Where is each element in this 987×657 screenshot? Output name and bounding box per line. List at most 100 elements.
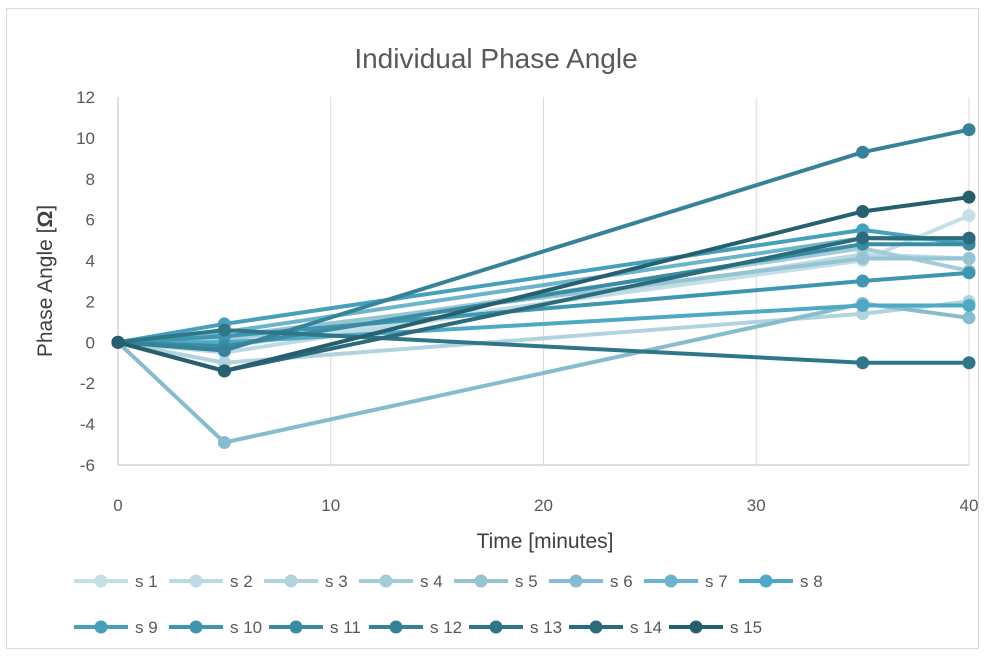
legend-swatch-marker (189, 620, 203, 634)
legend-swatch-marker (189, 574, 203, 588)
legend-item: s 10 (169, 618, 262, 637)
series-line (116, 303, 971, 345)
x-tick-label: 40 (960, 496, 979, 515)
data-point (217, 344, 231, 358)
legend-item: s 5 (454, 572, 538, 591)
data-point (962, 356, 976, 370)
legend-label: s 5 (515, 572, 538, 591)
legend-label: s 3 (325, 572, 348, 591)
legend-item: s 7 (644, 572, 728, 591)
legend-swatch-marker (759, 574, 773, 588)
data-point (856, 145, 870, 159)
data-point (962, 299, 976, 313)
legend-swatch-marker (474, 574, 488, 588)
legend-label: s 4 (420, 572, 443, 591)
legend-label: s 13 (530, 618, 562, 637)
legend: s 1 s 2 s 3 s 4 s 5 s 6 s 7 s 8 s 9 s 10 s 11 s 12 s… (74, 572, 823, 637)
x-axis-title: Time [minutes] (477, 530, 614, 553)
data-point (217, 364, 231, 378)
axes (117, 97, 969, 466)
legend-item: s 12 (369, 618, 462, 637)
y-tick-label: -2 (80, 374, 95, 393)
y-axis-title-prefix: Phase Angle [ (34, 227, 57, 357)
x-tick-label: 0 (113, 496, 122, 515)
legend-item: s 15 (669, 618, 762, 637)
x-tick-label: 10 (321, 496, 340, 515)
data-point (111, 335, 125, 349)
y-axis-title-suffix: ] (34, 205, 57, 211)
legend-label: s 15 (730, 618, 762, 637)
x-tick-label: 20 (534, 496, 553, 515)
y-axis-title: Phase Angle [Ω] (34, 205, 57, 357)
y-tick-label: 12 (76, 88, 95, 107)
legend-label: s 1 (135, 572, 158, 591)
series-line (116, 270, 971, 345)
legend-swatch-marker (389, 620, 403, 634)
series-line (116, 301, 971, 445)
y-tick-label: 6 (86, 211, 95, 230)
data-point (217, 436, 231, 450)
series-lines (111, 123, 976, 450)
legend-swatch-marker (94, 620, 108, 634)
legend-swatch-marker (289, 620, 303, 634)
data-point (962, 209, 976, 223)
legend-label: s 10 (230, 618, 262, 637)
y-axis-title-unit: Ω (34, 211, 57, 228)
legend-label: s 7 (705, 572, 728, 591)
legend-label: s 6 (610, 572, 633, 591)
legend-label: s 2 (230, 572, 253, 591)
legend-item: s 6 (549, 572, 633, 591)
y-tick-label: 4 (86, 252, 95, 271)
series-line (116, 127, 971, 353)
legend-label: s 11 (330, 618, 361, 637)
legend-swatch-marker (569, 574, 583, 588)
y-tick-label: -4 (80, 415, 95, 434)
y-tick-label: 2 (86, 292, 95, 311)
chart-title: Individual Phase Angle (354, 43, 637, 74)
legend-item: s 4 (359, 572, 443, 591)
legend-swatch-marker (589, 620, 603, 634)
y-tick-label: 0 (86, 333, 95, 352)
legend-item: s 1 (74, 572, 158, 591)
legend-item: s 8 (739, 572, 823, 591)
y-tick-label: 8 (86, 170, 95, 189)
legend-item: s 9 (74, 618, 158, 637)
legend-swatch-marker (489, 620, 503, 634)
data-point (856, 204, 870, 218)
x-tick-labels: 0 10 20 30 40 (113, 496, 978, 515)
series-15 (111, 190, 976, 378)
data-point (962, 190, 976, 204)
legend-swatch-marker (664, 574, 678, 588)
legend-label: s 8 (800, 572, 823, 591)
data-point (856, 356, 870, 370)
data-point (217, 323, 231, 337)
legend-label: s 9 (135, 618, 158, 637)
data-point (962, 123, 976, 137)
legend-label: s 14 (630, 618, 662, 637)
data-point (856, 231, 870, 245)
legend-swatch-marker (379, 574, 393, 588)
legend-swatch-marker (689, 620, 703, 634)
legend-item: s 11 (269, 618, 361, 637)
y-tick-label: -6 (80, 456, 95, 475)
legend-label: s 12 (430, 618, 462, 637)
legend-item: s 13 (469, 618, 562, 637)
legend-item: s 2 (169, 572, 253, 591)
legend-item: s 14 (569, 618, 662, 637)
series-line (116, 195, 971, 373)
series-line (116, 242, 971, 349)
data-point (962, 266, 976, 280)
series-line (116, 328, 971, 365)
x-tick-label: 30 (747, 496, 766, 515)
legend-swatch-marker (284, 574, 298, 588)
data-point (962, 311, 976, 325)
data-point (856, 299, 870, 313)
y-tick-label: 10 (76, 129, 95, 148)
y-tick-labels: 12 10 8 6 4 2 0 -2 -4 -6 (76, 88, 95, 475)
legend-swatch-marker (94, 574, 108, 588)
gridlines (330, 97, 970, 465)
data-point (856, 274, 870, 288)
legend-item: s 3 (264, 572, 348, 591)
data-point (962, 231, 976, 245)
